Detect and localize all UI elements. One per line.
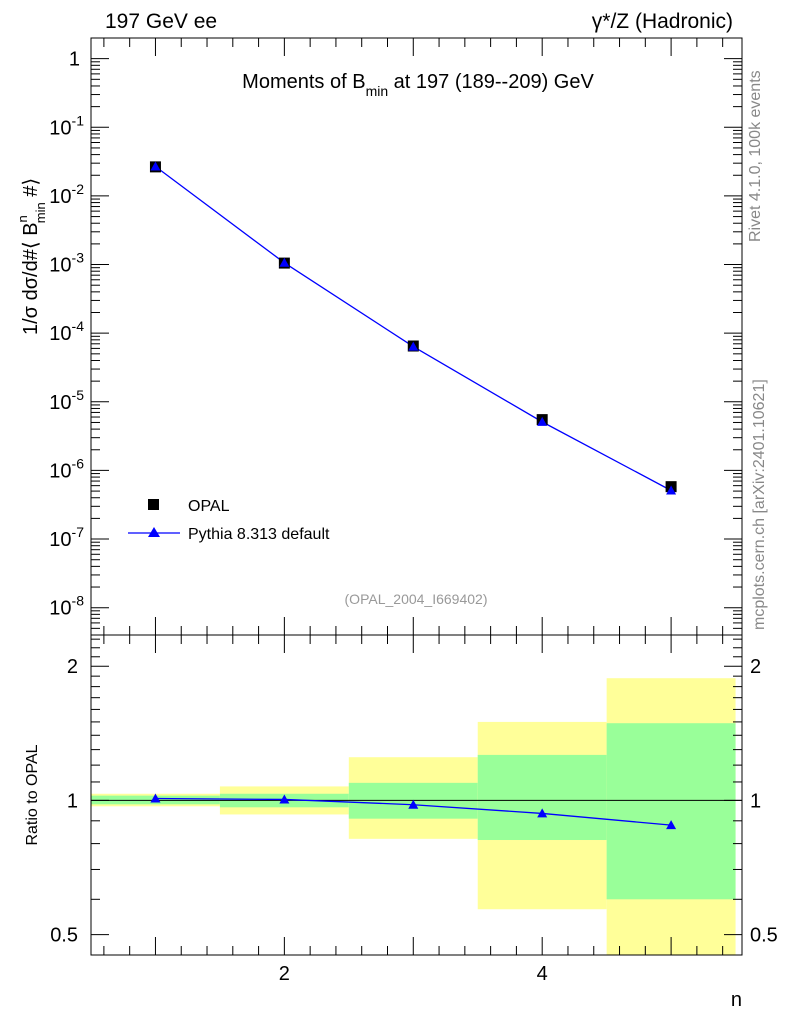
- legend: OPAL Pythia 8.313 default: [128, 498, 330, 543]
- ratio-y-axis-label: Ratio to OPAL: [24, 744, 41, 845]
- ratio-point: [537, 808, 548, 818]
- main-y-tick-label: 10-5: [49, 387, 84, 414]
- ratio-band-green: [606, 723, 736, 900]
- ratio-y-tick-label-left: 0.5: [50, 925, 78, 947]
- ratio-panel: 0.5 0.5 1 1 2 2 2 4 Ratio to OPAL n: [24, 634, 778, 1011]
- legend-marker-opal: [148, 499, 159, 510]
- ratio-point: [408, 799, 419, 809]
- ratio-y-tick-label-right: 1: [750, 790, 761, 812]
- main-y-tick-labels: 10-8 10-7 10-6 10-5 10-4 10-3 10-2 10-1 1: [49, 49, 84, 620]
- legend-label-opal: OPAL: [188, 498, 230, 515]
- main-frame: [90, 37, 743, 636]
- main-y-tick-label: 10-6: [49, 455, 84, 482]
- main-y-tick-label: 10-2: [49, 181, 84, 208]
- mcplots-label: mcplots.cern.ch [arXiv:2401.10621]: [751, 379, 768, 630]
- ratio-y-tick-label-left: 2: [67, 656, 78, 678]
- ratio-band-green: [477, 754, 607, 841]
- x-tick-label: 2: [279, 963, 290, 985]
- main-y-axis-label: 1/σ dσ/d#⟨ Bn min #⟩: [15, 178, 48, 335]
- chart-title: Moments of Bmin at 197 (189--209) GeV: [242, 71, 594, 99]
- rivet-label: Rivet 4.1.0, 100k events: [747, 70, 764, 242]
- ratio-ticks: [91, 635, 742, 955]
- ratio-point: [150, 793, 161, 803]
- ratio-series: [150, 793, 677, 830]
- ratio-bands: [91, 678, 736, 955]
- x-tick-label: 4: [537, 963, 548, 985]
- analysis-id: (OPAL_2004_I669402): [345, 591, 488, 607]
- legend-label-pythia: Pythia 8.313 default: [188, 526, 330, 543]
- ratio-frame: [90, 634, 743, 956]
- main-panel: 10-8 10-7 10-6 10-5 10-4 10-3 10-2 10-1 1 Moment…: [15, 37, 743, 636]
- mc-point: [150, 161, 161, 171]
- main-y-tick-label: 1: [69, 49, 80, 71]
- header-left: 197 GeV ee: [105, 10, 217, 33]
- ratio-point: [666, 820, 677, 830]
- main-y-tick-label: 10-4: [49, 318, 84, 345]
- mc-point: [666, 485, 677, 495]
- legend-marker-pythia: [148, 527, 160, 537]
- ratio-y-tick-label-right: 0.5: [750, 925, 778, 947]
- ratio-point: [279, 794, 290, 804]
- main-y-tick-label: 10-1: [49, 112, 84, 139]
- main-y-tick-label: 10-7: [49, 524, 84, 551]
- mc-point: [279, 257, 290, 267]
- ratio-tick-labels: 0.5 0.5 1 1 2 2 2 4: [50, 656, 778, 985]
- x-axis-label: n: [731, 989, 742, 1011]
- mc-point: [408, 341, 419, 351]
- mc-line: [155, 166, 672, 492]
- main-ticks: [91, 37, 742, 636]
- main-y-tick-label: 10-8: [49, 593, 84, 620]
- header-right: γ*/Z (Hadronic): [592, 10, 733, 33]
- ratio-y-tick-label-right: 2: [750, 656, 761, 678]
- ratio-y-tick-label-left: 1: [67, 790, 78, 812]
- mc-point: [537, 416, 548, 426]
- main-y-tick-label: 10-3: [49, 250, 84, 277]
- main-series: [149, 161, 677, 495]
